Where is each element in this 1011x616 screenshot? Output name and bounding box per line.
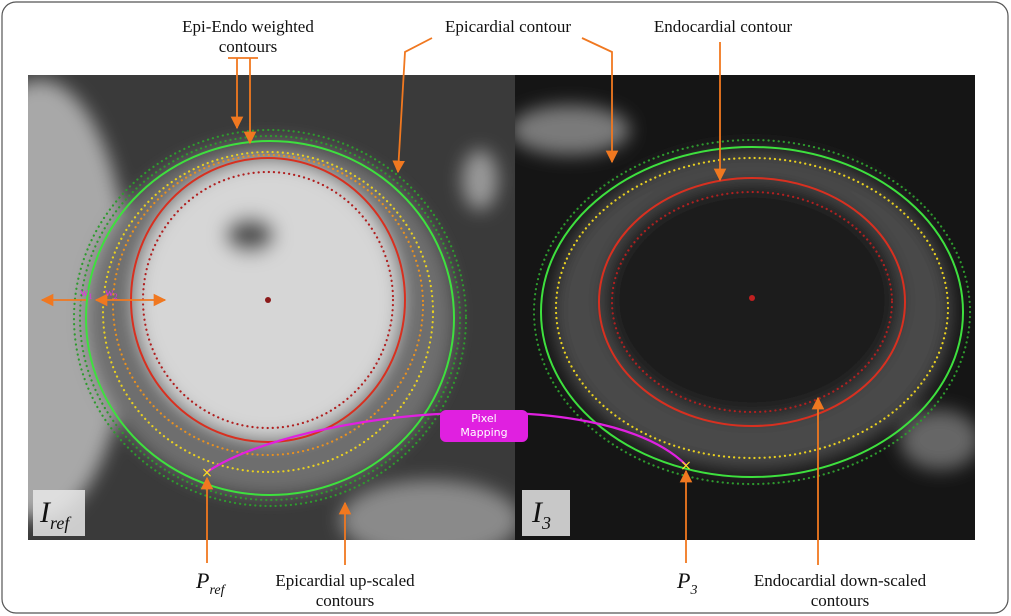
image-label-sub: 3 [541,513,551,533]
image-label-sub: ref [50,513,72,533]
annotation: Epicardial up-scaled [275,571,415,590]
image-left [0,75,520,560]
figure: Pixel Mapping × × w1 w2 Iref I3 Epi-Endo… [0,0,1011,616]
point-label-sub: 3 [689,583,697,598]
annotation: contours [811,591,870,610]
annotation: Epi-Endo weighted [182,17,314,36]
mapping-label: Pixel [471,412,496,425]
weight-sub: 2 [114,292,118,301]
image-right [510,75,980,540]
annotation: Endocardial down-scaled [754,571,927,590]
annotation: contours [219,37,278,56]
point-label-sub: ref [209,583,226,598]
annotation: Epicardial contour [445,17,571,36]
weight-main: w [80,285,89,299]
weight-main: w [105,285,114,299]
mapping-label: Mapping [460,426,507,439]
weight-sub: 1 [89,292,93,301]
point-label-main: P [676,568,690,593]
annotation: Endocardial contour [654,17,793,36]
annotation: contours [316,591,375,610]
point-label-main: P [195,568,209,593]
